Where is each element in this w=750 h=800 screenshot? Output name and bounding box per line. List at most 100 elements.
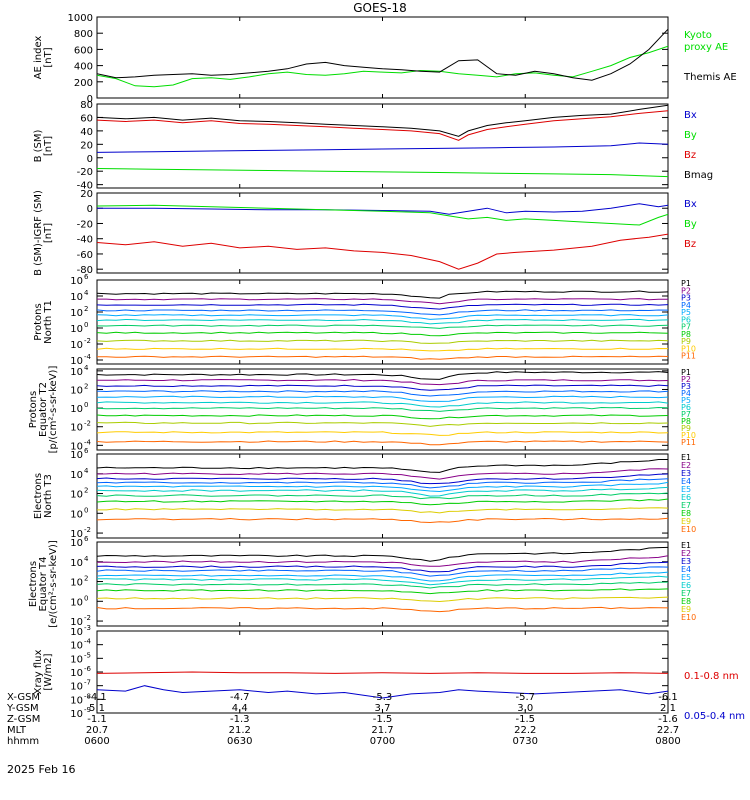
x-tick-label: 3.7 [375,703,391,714]
x-tick-label: -5.7 [515,692,535,703]
y-tick-exponent: -8 [84,692,91,700]
legend-entry: E6 [681,581,691,590]
y-tick-label: 10 [70,558,83,569]
x-tick-label: 5.1 [89,703,105,714]
y-tick-exponent: 6 [84,447,89,455]
series-line [97,390,668,397]
series-line [97,110,668,141]
legend-entry: Bz [684,239,696,250]
series-line [97,314,668,320]
legend-entry: E5 [681,485,691,494]
series-line [97,459,668,473]
y-tick-label: 0 [87,154,93,165]
y-tick-label: -60 [77,250,93,261]
series-line [97,28,668,81]
series-line [97,233,668,270]
y-axis-label: [W/m2] [43,653,54,690]
series-line [97,414,668,420]
y-tick-exponent: 2 [84,575,88,583]
series-line [97,606,668,613]
legend-entry: E9 [681,605,691,614]
legend-entry: P6 [681,403,691,412]
legend-entry: E4 [681,565,691,574]
y-tick-label: -40 [77,181,93,192]
series-line [97,555,668,567]
y-axis-label: Electrons [28,561,39,607]
y-axis-label: Electrons [33,473,44,519]
y-tick-exponent: 2 [84,487,88,495]
legend-entry: P3 [681,382,691,391]
legend-entry: E3 [681,469,691,478]
x-tick-label: -1.5 [373,714,393,725]
y-tick-label: 10 [70,668,83,679]
legend-entry: Bx [684,110,697,121]
y-tick-exponent: -2 [84,526,91,534]
legend-entry: By [684,130,697,141]
x-tick-label: 3.0 [517,703,533,714]
y-tick-exponent: 0 [84,506,88,514]
panel-bdiff: -80 -60 -40 -20 0 20 B (SM)-IGRF (SM) [nT] Bx By B… [33,189,697,276]
series-line [97,298,668,305]
series-line [97,671,668,674]
y-axis-label: [p/(cm²-s-sr-keV)] [48,366,59,454]
x-tick-label: 0700 [370,736,395,747]
y-tick-exponent: 4 [84,289,89,297]
legend-entry: Kyoto [684,30,712,41]
y-axis-label: Protons [28,391,39,428]
y-tick-label: 10 [70,356,83,367]
y-tick-label: -20 [77,219,93,230]
series-line [97,486,668,497]
legend-entry: P7 [681,323,691,332]
y-axis-label: Equator T2 [38,382,49,437]
panel-frame [96,16,669,99]
y-tick-label: -80 [77,265,93,276]
y-tick-exponent: -4 [84,353,92,361]
legend-entry: Bx [684,199,697,210]
y-tick-label: 10 [70,578,83,589]
y-tick-label: 10 [70,617,83,628]
x-tick-label: -1.5 [515,714,535,725]
y-tick-label: 10 [70,324,83,335]
x-tick-label: 21.7 [371,725,393,736]
x-tick-label: 0800 [655,736,680,747]
series-line [97,575,668,586]
series-line [97,546,668,562]
y-tick-label: 60 [80,113,93,124]
legend-entry: P11 [681,438,696,447]
series-line [97,406,668,412]
legend-entry: P5 [681,308,691,317]
series-line [97,507,668,514]
y-tick-label: 40 [80,127,93,138]
y-tick-label: 1000 [68,13,93,24]
y-tick-label: 10 [70,597,83,608]
y-tick-label: 10 [70,695,83,706]
legend-entry: P8 [681,330,691,339]
x-tick-label: -1.1 [87,714,107,725]
series-line [97,142,668,153]
series-line [97,204,668,226]
y-tick-label: 0 [87,94,93,105]
legend-entry: P6 [681,315,691,324]
series-line [97,395,668,402]
y-tick-exponent: 4 [84,467,89,475]
series-line [97,492,668,500]
series-line [97,309,668,316]
y-tick-exponent: 6 [84,273,89,281]
y-tick-label: 10 [70,654,83,665]
y-tick-exponent: 2 [84,382,88,390]
legend-entry: P8 [681,417,691,426]
y-tick-label: 10 [70,404,83,415]
y-tick-label: 200 [74,78,93,89]
y-tick-exponent: 2 [84,305,88,313]
legend-entry: By [684,219,697,230]
series-line [97,498,668,506]
y-tick-exponent: -4 [84,638,92,646]
y-tick-exponent: -2 [84,420,91,428]
y-tick-label: 10 [70,340,83,351]
y-tick-label: 10 [70,470,83,481]
y-tick-exponent: -5 [84,651,91,659]
series-line [97,596,668,603]
legend-entry: P7 [681,410,691,419]
